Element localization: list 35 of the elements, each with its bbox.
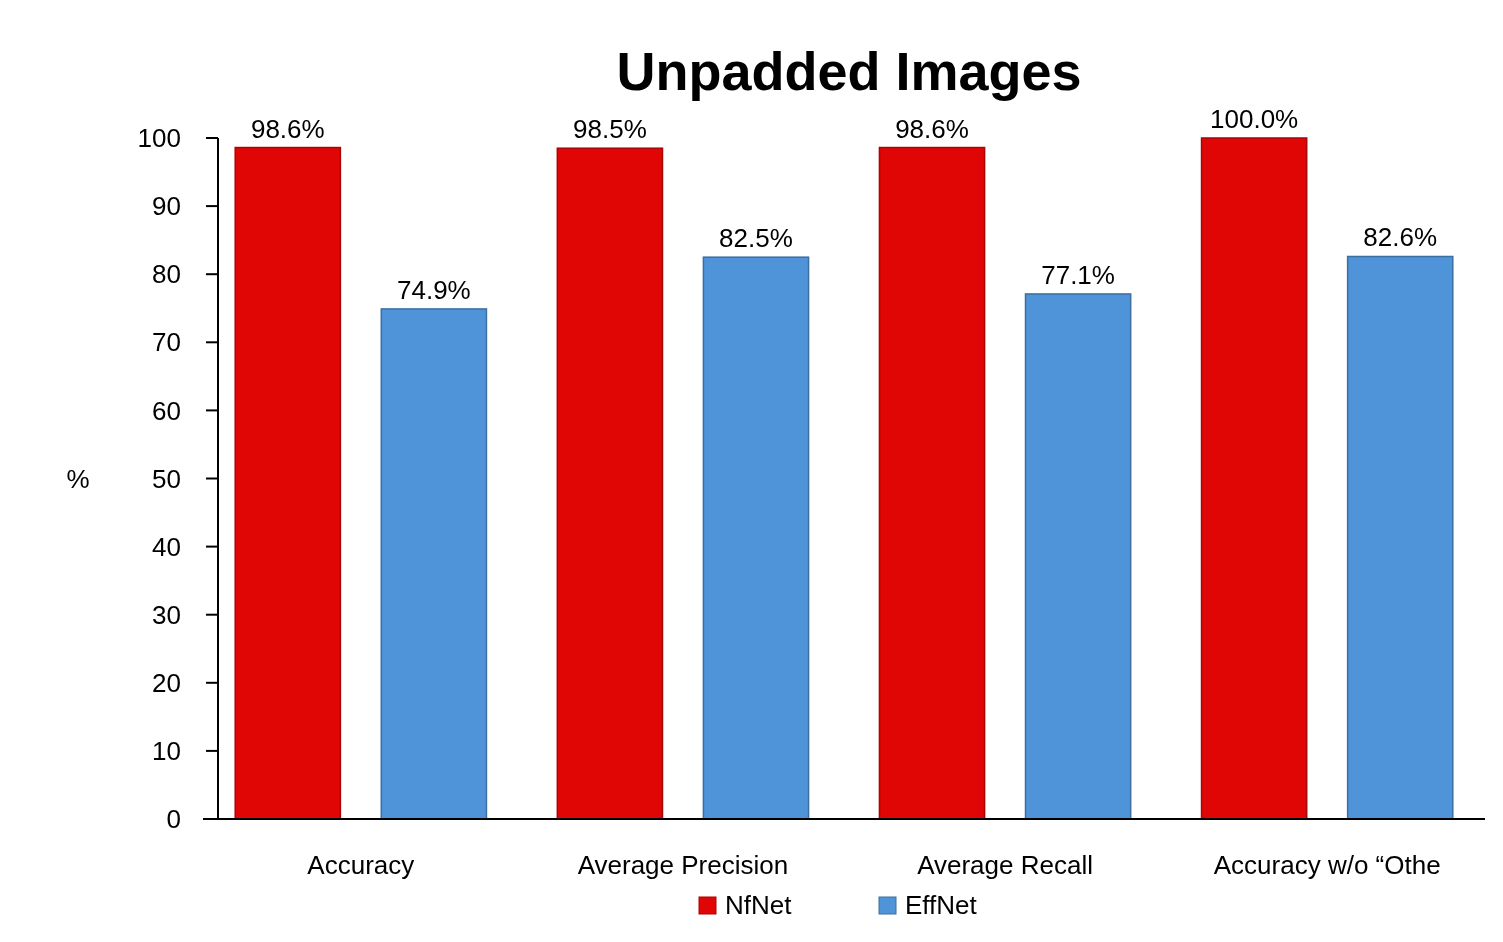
- y-tick-label: 60: [152, 395, 181, 426]
- bar: [878, 146, 986, 820]
- bar: [556, 147, 664, 820]
- legend-label: EffNet: [905, 890, 978, 920]
- y-tick-label: 100: [137, 123, 181, 154]
- y-tick-label: 10: [152, 736, 181, 766]
- data-label: 77.1%: [1041, 259, 1115, 290]
- y-axis-title: %: [66, 463, 90, 494]
- x-tick-label: Accuracy: [307, 850, 415, 880]
- data-label: 98.6%: [250, 113, 325, 144]
- y-tick-label: 30: [152, 599, 181, 630]
- bar: [1200, 137, 1308, 820]
- data-label: 82.6%: [1363, 222, 1438, 253]
- bar: [702, 256, 810, 820]
- bar: [1346, 255, 1454, 820]
- x-tick-label: Average Precision: [577, 850, 789, 880]
- data-label: 98.5%: [573, 114, 647, 145]
- data-label: 82.5%: [719, 223, 793, 254]
- data-label: 100.0%: [1210, 104, 1299, 134]
- chart-title: Unpadded Images: [616, 41, 1082, 101]
- y-tick-label: 70: [152, 327, 181, 358]
- y-tick-label: 0: [166, 804, 181, 835]
- y-tick-label: 40: [152, 531, 181, 562]
- bar: [1024, 293, 1132, 820]
- bar: [234, 146, 342, 820]
- y-tick-label: 80: [152, 259, 181, 290]
- legend-label: NfNet: [725, 890, 793, 920]
- y-tick-label: 20: [152, 667, 181, 698]
- x-tick-label: Accuracy w/o “Othe: [1213, 850, 1441, 880]
- bar: [380, 308, 488, 820]
- data-label: 98.6%: [895, 113, 969, 144]
- y-tick-label: 50: [152, 463, 181, 494]
- data-label: 74.9%: [397, 274, 471, 305]
- x-tick-label: Average Recall: [917, 850, 1093, 880]
- y-tick-label: 90: [152, 191, 181, 222]
